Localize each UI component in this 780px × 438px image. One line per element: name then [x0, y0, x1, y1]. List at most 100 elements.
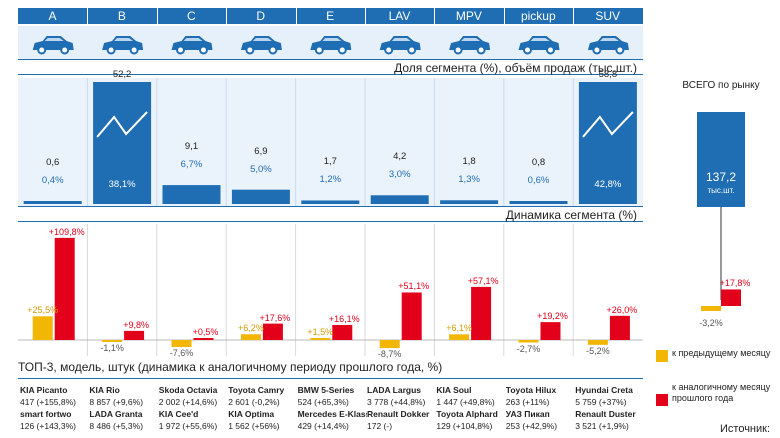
top3-value: 8 857 (+9,6%) — [89, 397, 144, 407]
mom-bar-pickup — [518, 340, 539, 343]
share-label-LAV: 3,0% — [388, 169, 411, 181]
sales-label-LAV: 4,2 — [393, 151, 407, 163]
share-label-pickup: 0,6% — [527, 175, 550, 186]
segment-header-bar — [18, 8, 643, 24]
share-bar-SUV — [578, 82, 637, 204]
car-window-icon — [322, 38, 342, 41]
legend-yoy-swatch — [656, 394, 668, 406]
top3-model: Skoda Octavia — [158, 385, 218, 395]
header-separator — [295, 8, 297, 24]
yoy-bar-A — [54, 237, 75, 340]
legend-mom-swatch — [656, 350, 668, 362]
car-wheel-icon — [546, 45, 555, 55]
car-wheel-icon — [37, 45, 47, 55]
car-wheel-icon — [106, 45, 116, 55]
segment-label-D: D — [256, 9, 266, 23]
segment-label-pickup: pickup — [520, 9, 556, 23]
yoy-label-E: +16,1% — [328, 314, 360, 325]
share-label-A: 0,4% — [41, 175, 64, 186]
header-separator — [434, 8, 436, 24]
total-yoy-label: +17,8% — [719, 278, 751, 289]
top3-value: 253 (+42,9%) — [505, 421, 558, 431]
car-wheel-icon — [176, 45, 185, 55]
yoy-bar-E — [332, 325, 353, 340]
yoy-bar-D — [262, 323, 283, 340]
top3-value: 3 521 (+1,9%) — [575, 421, 629, 431]
top3-model: LADA Largus — [367, 385, 421, 395]
segment-label-E: E — [326, 9, 335, 23]
share-bar-E — [301, 200, 360, 204]
share-label-D: 5,0% — [250, 163, 272, 175]
car-window-icon — [183, 38, 203, 41]
header-separator — [573, 8, 575, 24]
mom-bar-D — [240, 334, 261, 340]
car-wheel-icon — [615, 45, 625, 55]
mom-bar-C — [171, 340, 192, 348]
top3-value: 1 972 (+55,6%) — [158, 421, 218, 431]
dynamics-panel — [18, 224, 643, 356]
yoy-label-SUV: +26,0% — [606, 304, 638, 315]
header-separator — [226, 8, 228, 24]
mom-label-B: -1,1% — [100, 343, 124, 353]
top3-model: KIA Cee'd — [158, 409, 199, 419]
car-wheel-icon — [384, 45, 394, 55]
segment-label-SUV: SUV — [595, 9, 621, 23]
share-band-title: Доля сегмента (%), объём продаж (тыс.шт.… — [18, 59, 643, 75]
top3-model: KIA Rio — [89, 385, 120, 395]
yoy-label-D: +17,6% — [259, 312, 291, 323]
total-mom-label: -3,2% — [699, 318, 723, 328]
top3-column-LAV: LADA Largus 3 778 (+44,8%) Renault Dokker 1… — [367, 384, 436, 432]
top3-value: 417 (+155,8%) — [20, 397, 76, 407]
sales-label-A: 0,6 — [46, 157, 60, 168]
top3-model: KIA Picanto — [20, 385, 68, 395]
sales-label-B: 52,2 — [112, 69, 132, 80]
top3-column-pickup: Toyota Hilux 263 (+11%) УАЗ Пикап 253 (+42,… — [506, 384, 575, 432]
top3-divider — [18, 378, 643, 379]
top3-value: 129 (+104,8%) — [436, 421, 493, 431]
sales-label-pickup: 0,8 — [531, 157, 546, 168]
top3-column-SUV: Hyundai Creta 5 759 (+37%) Renault Duster 3… — [575, 384, 644, 432]
top3-title: ТОП-3, модель, штук (динамика к аналогич… — [18, 360, 443, 374]
segment-label-LAV: LAV — [388, 9, 411, 23]
total-title: ВСЕГО по рынку — [682, 80, 760, 91]
mom-label-MPV: +6,1% — [446, 323, 472, 334]
top3-column-MPV: KIA Soul 1 447 (+49,8%) Toyota Alphard 129 … — [436, 384, 505, 432]
car-wheel-icon — [476, 45, 486, 55]
car-wheel-icon — [268, 45, 278, 55]
scale-break-icon — [582, 111, 634, 138]
car-window-icon — [252, 38, 272, 41]
top3-column-A: KIA Picanto 417 (+155,8%) smart fortwo 126 … — [20, 384, 89, 432]
segment-label-MPV: MPV — [455, 9, 482, 23]
top3-value: 524 (+65,3%) — [297, 397, 349, 407]
car-wheel-icon — [523, 45, 532, 55]
mom-label-C: -7,6% — [169, 348, 194, 359]
share-bar-B — [93, 82, 152, 204]
segment-label-A: A — [48, 9, 57, 23]
top3-model: LADA Granta — [89, 409, 143, 419]
car-wheel-icon — [453, 45, 463, 55]
mom-bar-MPV — [449, 334, 470, 340]
header-separator — [503, 8, 505, 24]
car-wheel-icon — [407, 45, 417, 55]
top3-value: 8 486 (+5,3%) — [89, 421, 144, 431]
top3-column-B: KIA Rio 8 857 (+9,6%) LADA Granta 8 486 (+5… — [89, 384, 158, 432]
yoy-bar-B — [124, 330, 145, 340]
car-window-icon — [530, 38, 550, 41]
scale-break-icon — [96, 111, 148, 138]
legend-mom-label: к предыдущему месяцу — [672, 348, 771, 358]
car-window-icon — [44, 38, 64, 41]
car-wheel-icon — [337, 45, 347, 55]
car-wheel-icon — [245, 45, 255, 55]
total-unit: тыс.шт. — [707, 186, 735, 195]
top3-model: BMW 5-Series — [297, 385, 355, 395]
share-bar-D — [231, 189, 290, 204]
car-wheel-icon — [199, 45, 208, 55]
yoy-bar-MPV — [471, 286, 492, 340]
top3-model: Toyota Alphard — [436, 409, 498, 419]
header-separator — [156, 8, 158, 24]
yoy-label-pickup: +19,2% — [537, 311, 568, 322]
dynamics-band-title: Динамика сегмента (%) — [18, 206, 643, 222]
header-separator — [365, 8, 366, 24]
mom-bar-A — [32, 316, 53, 340]
top3-model: Hyundai Creta — [575, 385, 633, 395]
